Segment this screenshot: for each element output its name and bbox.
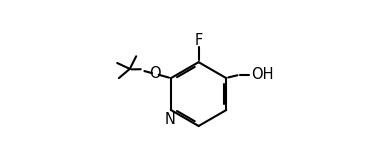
Text: N: N (165, 112, 176, 127)
Text: F: F (195, 33, 203, 48)
Text: O: O (149, 66, 161, 81)
Text: OH: OH (251, 67, 274, 82)
